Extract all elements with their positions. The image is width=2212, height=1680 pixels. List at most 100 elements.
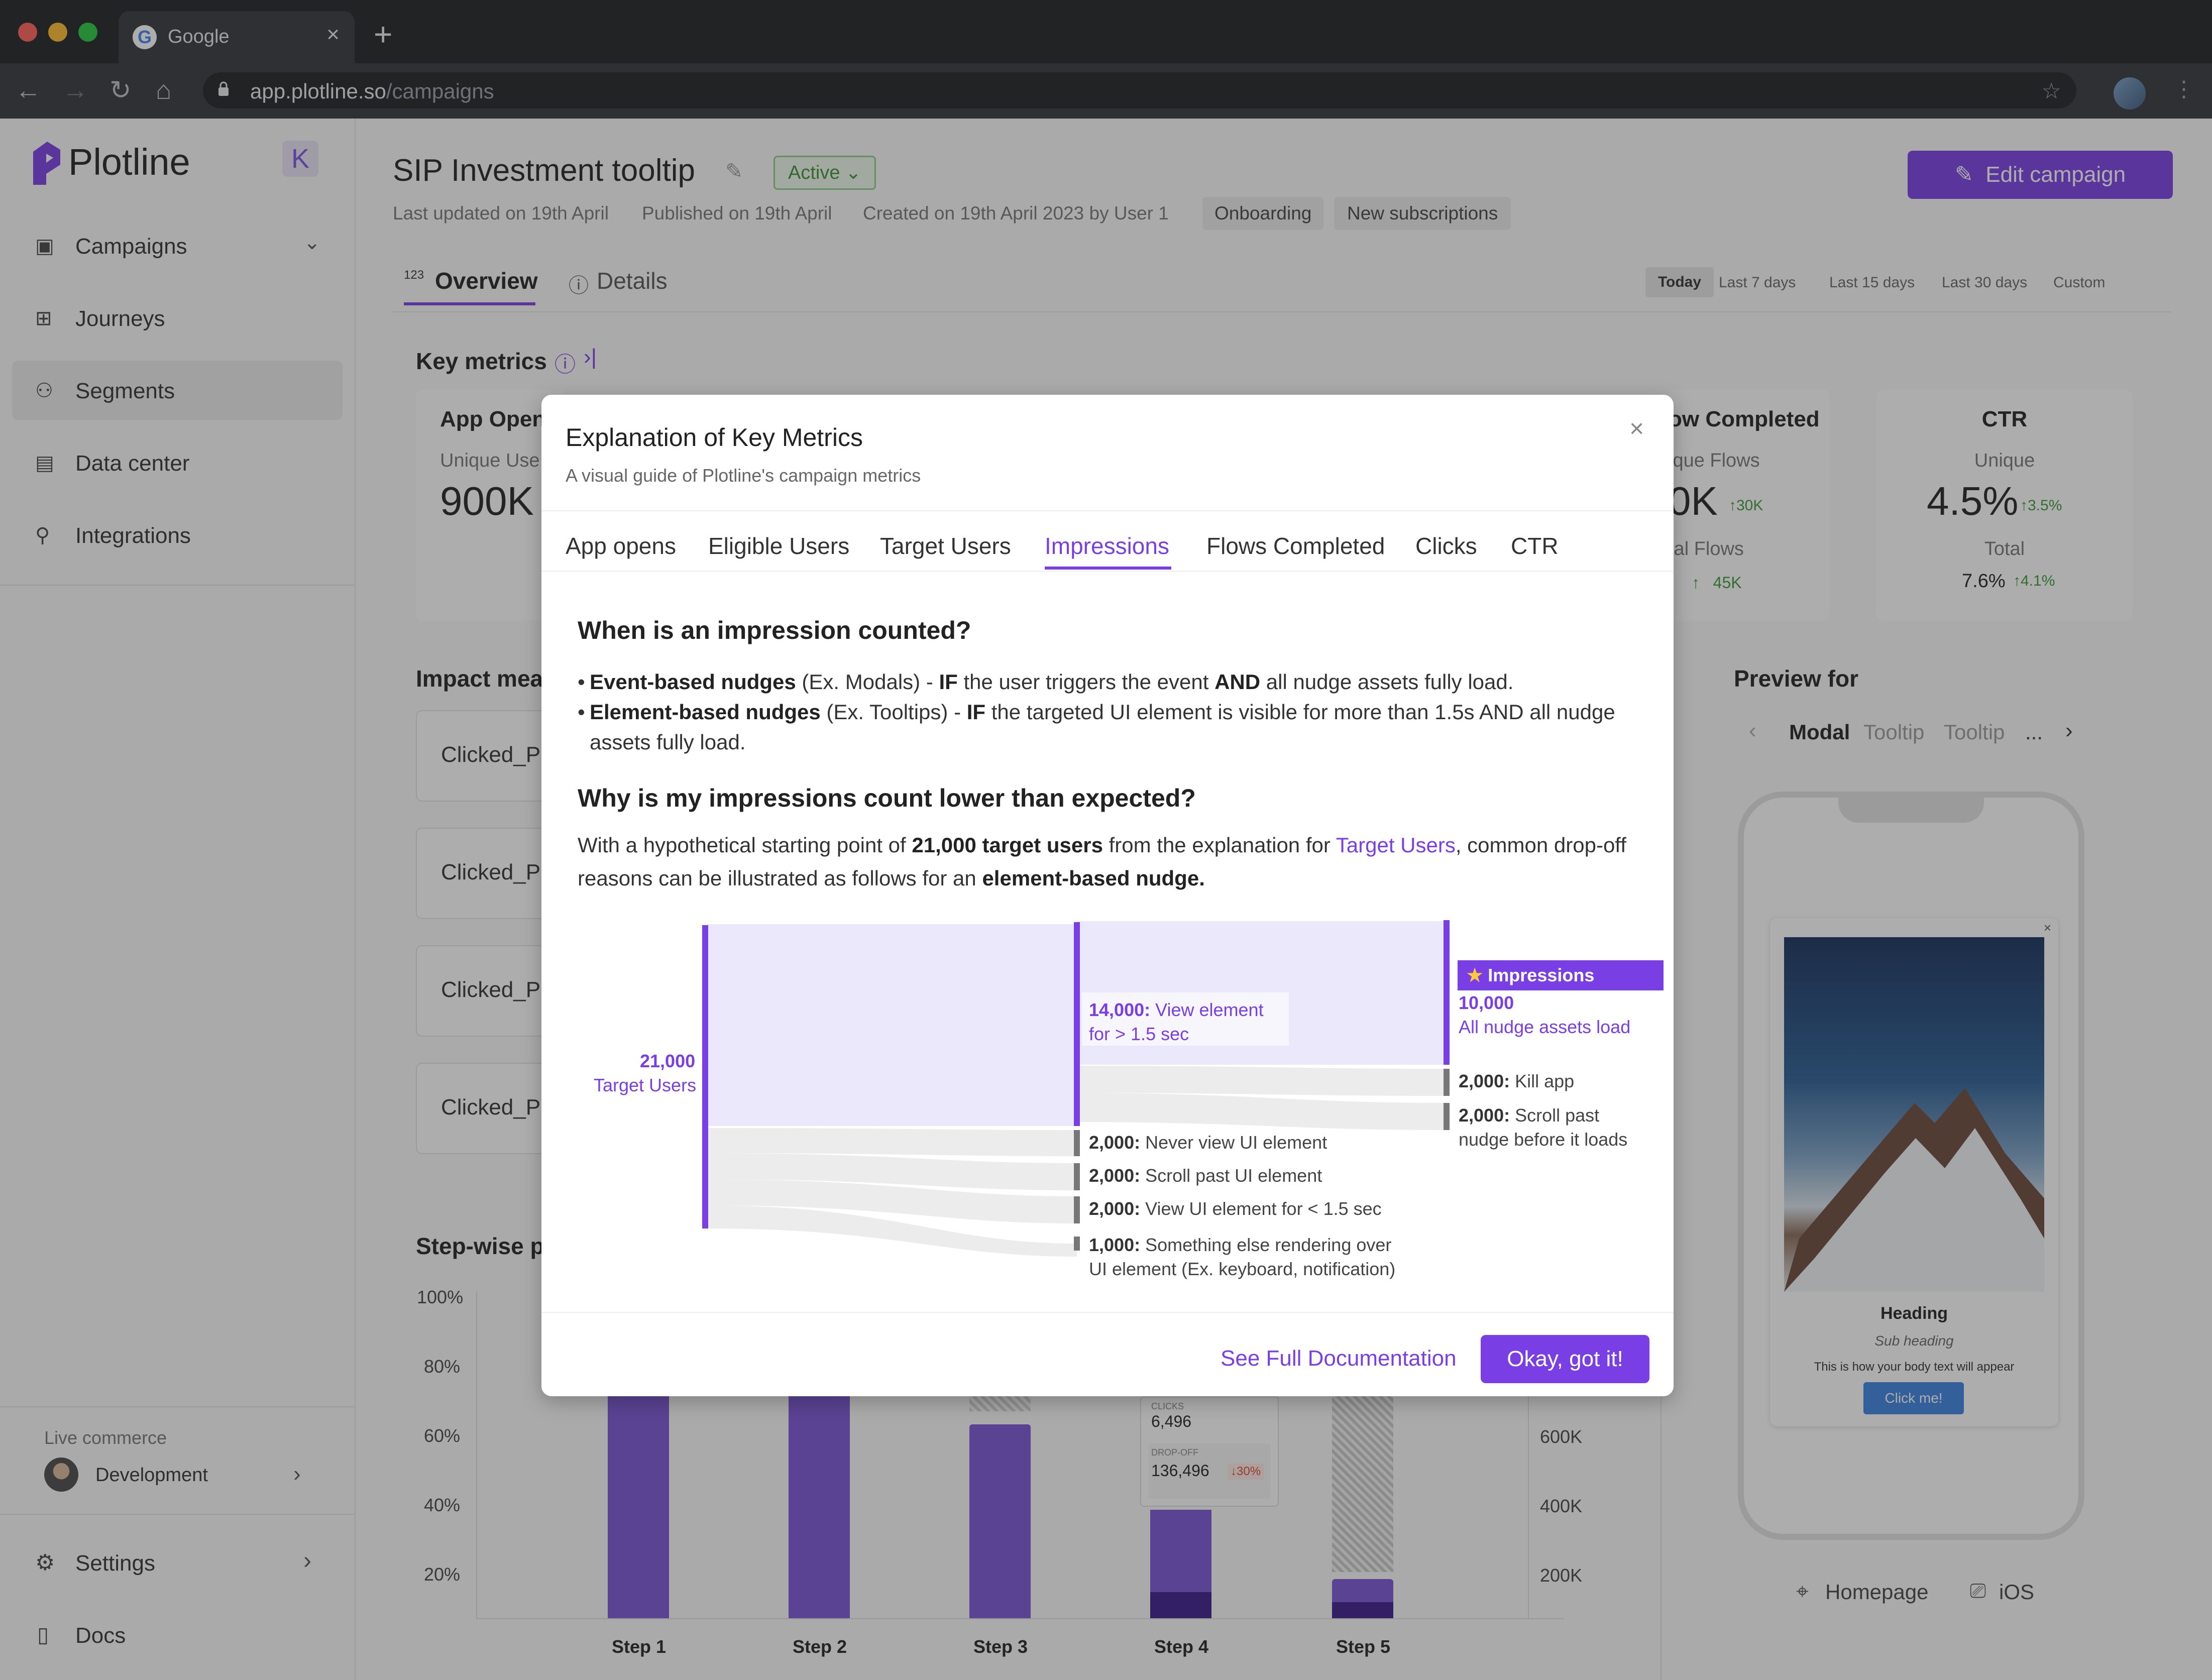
chevron-right-icon[interactable]: › <box>2065 718 2073 743</box>
metric-title: CTR <box>1981 407 2028 431</box>
okay-got-it-button[interactable]: Okay, got it! <box>1481 1335 1649 1383</box>
tooltip-clicks-value: 6,496 <box>1151 1412 1192 1430</box>
sankey-never-view-label: 2,000: Never view UI element <box>1089 1132 1328 1153</box>
bookmark-star-icon[interactable]: ☆ <box>2041 79 2061 103</box>
chart-bar-step1[interactable] <box>608 1396 669 1618</box>
close-icon[interactable]: × <box>2043 920 2051 935</box>
sidebar-divider <box>0 1406 355 1407</box>
x-tick: Step 5 <box>1336 1636 1391 1657</box>
sidebar-item-data-center[interactable]: ▤ Data center <box>12 433 343 492</box>
docs-link[interactable]: ▯ Docs <box>12 1609 343 1659</box>
browser-menu-icon[interactable]: ⋮ <box>2173 77 2195 101</box>
sidebar-item-campaigns[interactable]: ▣ Campaigns ⌄ <box>12 216 343 275</box>
sankey-start-value: 21,000 <box>640 1051 696 1071</box>
impact-row-label: Clicked_P <box>441 977 541 1002</box>
maximize-window-button[interactable] <box>78 23 97 42</box>
sidebar-item-integrations[interactable]: ⚲ Integrations <box>12 505 343 565</box>
forward-icon[interactable]: → <box>62 76 88 105</box>
edit-title-icon[interactable]: ✎ <box>725 159 743 183</box>
preview-tab-tooltip[interactable]: Tooltip <box>1863 720 1925 744</box>
y-tick-left: 100% <box>417 1287 464 1307</box>
preview-image <box>1784 937 2044 1292</box>
location-pin-icon: ⌖ <box>1796 1579 1809 1604</box>
sidebar-item-segments[interactable]: ⚇ Segments <box>12 361 343 420</box>
impression-question: When is an impression counted? <box>578 616 971 644</box>
tooltip-dropoff-value: 136,496 <box>1151 1462 1209 1480</box>
chart-bar-step3[interactable] <box>969 1424 1031 1618</box>
preview-card-button[interactable]: Click me! <box>1863 1382 1964 1414</box>
back-icon[interactable]: ← <box>15 76 41 105</box>
tooltip-clicks-label: CLICKS <box>1151 1401 1184 1411</box>
profile-avatar[interactable] <box>2114 77 2146 109</box>
status-dropdown[interactable]: Active ⌄ <box>773 156 876 190</box>
settings-link[interactable]: ⚙ Settings › <box>12 1537 343 1587</box>
workspace-avatar <box>44 1458 78 1492</box>
expand-panel-icon[interactable]: ›| <box>584 345 597 369</box>
sidebar-item-journeys[interactable]: ⊞ Journeys <box>12 288 343 348</box>
docs-label: Docs <box>75 1623 126 1648</box>
reload-icon[interactable]: ↻ <box>109 76 132 105</box>
modal-tab-flows-completed[interactable]: Flows Completed <box>1206 533 1385 559</box>
modal-tab-ctr[interactable]: CTR <box>1511 533 1559 559</box>
created-info: Created on 19th April 2023 by User 1 <box>863 203 1169 223</box>
x-tick: Step 3 <box>973 1636 1028 1657</box>
date-range-7[interactable]: Last 7 days <box>1719 274 1796 291</box>
close-icon[interactable]: × <box>1629 414 1644 442</box>
explanation-paragraph: With a hypothetical starting point of 21… <box>578 833 1626 890</box>
sankey-short-view-label: 2,000: View UI element for < 1.5 sec <box>1089 1198 1382 1219</box>
metric-sub: tal Flows <box>1669 538 1744 559</box>
google-favicon-icon: G <box>133 25 157 49</box>
preview-location[interactable]: Homepage <box>1825 1580 1929 1604</box>
sankey-flow-short-view <box>707 1179 1077 1223</box>
sidebar-divider <box>0 1514 355 1515</box>
modal-tab-eligible-users[interactable]: Eligible Users <box>708 533 850 559</box>
date-range-selector: Today Last 7 days Last 15 days Last 30 d… <box>1645 267 2183 297</box>
tab-details[interactable]: ⓘ Details <box>569 267 679 302</box>
info-icon[interactable]: ⓘ <box>555 353 576 376</box>
key-metrics-modal: Explanation of Key Metrics A visual guid… <box>541 395 1674 1396</box>
close-window-button[interactable] <box>18 23 37 42</box>
browser-tab[interactable]: G Google × <box>119 11 355 63</box>
metric-card-flows: ow Completed ique Flows 0K ↑30K tal Flow… <box>1669 390 1829 621</box>
preview-tab-tooltip-2[interactable]: Tooltip <box>1944 720 2005 744</box>
preview-tab-modal[interactable]: Modal <box>1789 720 1850 744</box>
home-icon[interactable]: ⌂ <box>156 76 172 105</box>
modal-tab-app-opens[interactable]: App opens <box>566 533 676 559</box>
date-range-today[interactable]: Today <box>1645 267 1714 297</box>
modal-tab-impressions[interactable]: Impressions <box>1045 533 1169 559</box>
modal-tab-clicks[interactable]: Clicks <box>1415 533 1477 559</box>
edit-campaign-button[interactable]: ✎ Edit campaign <box>1908 151 2173 199</box>
collapse-sidebar-button[interactable]: K <box>282 141 318 177</box>
close-tab-icon[interactable]: × <box>326 22 340 47</box>
chevron-left-icon[interactable]: ‹ <box>1749 718 1756 743</box>
new-tab-icon[interactable]: + <box>374 16 393 52</box>
date-range-15[interactable]: Last 15 days <box>1829 274 1915 291</box>
phone-frame: × Heading Sub heading This is how your b… <box>1738 792 2084 1540</box>
address-bar[interactable]: app.plotline.so/campaigns ☆ <box>203 72 2076 108</box>
sankey-node-target-users <box>702 925 708 1228</box>
metric-title: App Open <box>440 407 546 431</box>
chart-bar-step2[interactable] <box>789 1396 850 1618</box>
gear-icon: ⚙ <box>35 1550 55 1575</box>
campaigns-icon: ▣ <box>35 235 54 257</box>
settings-label: Settings <box>75 1551 155 1576</box>
date-range-custom[interactable]: Custom <box>2053 274 2106 291</box>
preview-tab-more[interactable]: ... <box>2025 720 2043 744</box>
workspace-switcher[interactable]: Development › <box>44 1458 325 1493</box>
main-content: SIP Investment tooltip ✎ Active ⌄ Last u… <box>355 119 2212 1680</box>
target-users-link[interactable]: Target Users <box>1336 833 1456 857</box>
star-icon: ★ <box>1467 965 1483 985</box>
see-documentation-link[interactable]: See Full Documentation <box>1221 1346 1457 1371</box>
y-tick-right: 400K <box>1540 1496 1583 1516</box>
sankey-node-kill-app <box>1444 1069 1450 1096</box>
stepwise-title: Step-wise p <box>416 1233 544 1259</box>
edit-campaign-label: Edit campaign <box>1985 162 2126 187</box>
minimize-window-button[interactable] <box>48 23 67 42</box>
preview-platform[interactable]: iOS <box>1999 1580 2035 1604</box>
tab-overview[interactable]: 123 Overview <box>404 267 538 302</box>
chart-tooltip: CLICKS 6,496 DROP-OFF 136,496 ↓30% <box>1140 1396 1279 1507</box>
tooltip-dropoff-delta: ↓30% <box>1228 1464 1264 1480</box>
modal-tab-target-users[interactable]: Target Users <box>880 533 1011 559</box>
date-range-30[interactable]: Last 30 days <box>1942 274 2028 291</box>
info-icon: ⓘ <box>569 275 589 297</box>
